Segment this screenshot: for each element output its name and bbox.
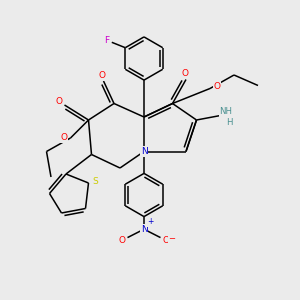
Text: N: N [141, 225, 147, 234]
Text: O: O [162, 236, 169, 245]
Text: F: F [104, 36, 109, 45]
Text: NH: NH [219, 107, 232, 116]
Text: O: O [118, 236, 126, 245]
Text: H: H [226, 118, 232, 127]
Text: S: S [92, 177, 98, 186]
Text: O: O [213, 82, 220, 91]
Text: O: O [98, 71, 106, 80]
Text: O: O [55, 98, 62, 106]
Text: −: − [168, 235, 175, 244]
Text: N: N [141, 147, 147, 156]
Text: +: + [147, 217, 154, 226]
Text: O: O [60, 134, 68, 142]
Text: O: O [181, 69, 188, 78]
